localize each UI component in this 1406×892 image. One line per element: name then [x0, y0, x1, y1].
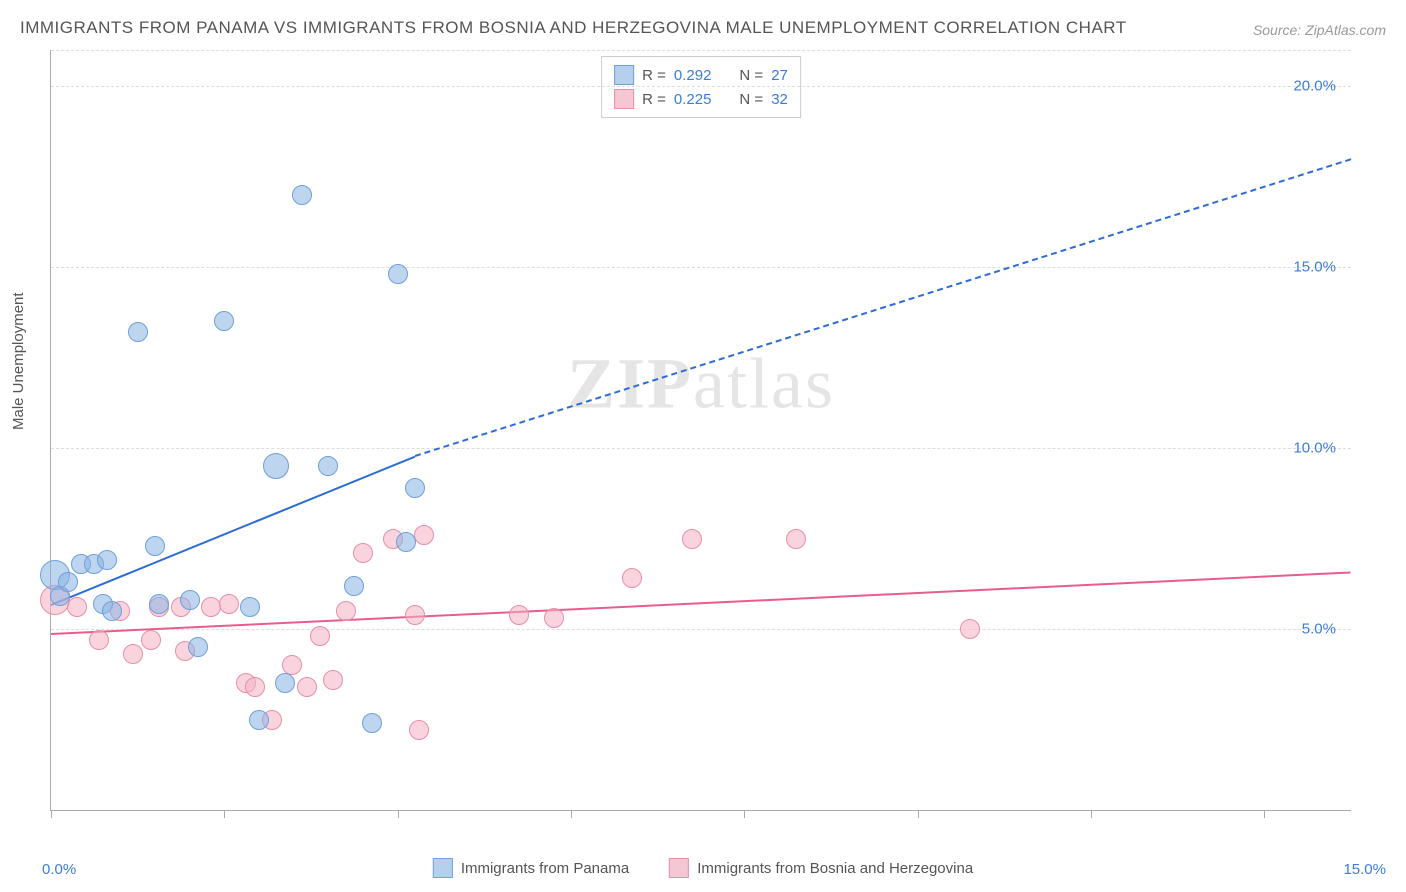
source-attribution: Source: ZipAtlas.com	[1253, 22, 1386, 38]
legend-stats-row-panama: R = 0.292 N = 27	[614, 63, 788, 87]
x-tick-label-max: 15.0%	[1343, 861, 1386, 878]
data-point	[622, 568, 642, 588]
x-tick	[1264, 810, 1265, 818]
data-point	[275, 673, 295, 693]
r-label: R =	[642, 91, 666, 108]
data-point	[245, 677, 265, 697]
data-point	[102, 601, 122, 621]
watermark: ZIPatlas	[567, 343, 835, 426]
y-tick-label: 15.0%	[1293, 259, 1336, 276]
data-point	[682, 529, 702, 549]
data-point	[336, 601, 356, 621]
data-point	[310, 626, 330, 646]
legend-item-bosnia: Immigrants from Bosnia and Herzegovina	[669, 858, 973, 878]
x-tick	[51, 810, 52, 818]
data-point	[240, 597, 260, 617]
x-tick	[571, 810, 572, 818]
data-point	[405, 478, 425, 498]
data-point	[344, 576, 364, 596]
gridline	[51, 267, 1351, 268]
data-point	[960, 619, 980, 639]
n-label: N =	[739, 91, 763, 108]
data-point	[188, 637, 208, 657]
data-point	[414, 525, 434, 545]
x-tick	[1091, 810, 1092, 818]
data-point	[89, 630, 109, 650]
data-point	[219, 594, 239, 614]
n-label: N =	[739, 67, 763, 84]
data-point	[544, 608, 564, 628]
data-point	[67, 597, 87, 617]
data-point	[263, 453, 289, 479]
plot-area: R = 0.292 N = 27 R = 0.225 N = 32 ZIPatl…	[50, 50, 1351, 811]
data-point	[405, 605, 425, 625]
data-point	[409, 720, 429, 740]
gridline	[51, 86, 1351, 87]
data-point	[145, 536, 165, 556]
x-tick	[918, 810, 919, 818]
x-tick	[398, 810, 399, 818]
swatch-bosnia-icon	[614, 89, 634, 109]
x-tick	[224, 810, 225, 818]
data-point	[786, 529, 806, 549]
data-point	[180, 590, 200, 610]
data-point	[97, 550, 117, 570]
gridline	[51, 448, 1351, 449]
chart-title: IMMIGRANTS FROM PANAMA VS IMMIGRANTS FRO…	[20, 18, 1127, 38]
y-tick-label: 10.0%	[1293, 440, 1336, 457]
legend-label-panama: Immigrants from Panama	[461, 860, 629, 877]
x-tick-label-min: 0.0%	[42, 861, 76, 878]
data-point	[58, 572, 78, 592]
data-point	[362, 713, 382, 733]
data-point	[292, 185, 312, 205]
legend-label-bosnia: Immigrants from Bosnia and Herzegovina	[697, 860, 973, 877]
n-value-panama: 27	[771, 67, 788, 84]
data-point	[123, 644, 143, 664]
data-point	[282, 655, 302, 675]
data-point	[323, 670, 343, 690]
legend-stats-row-bosnia: R = 0.225 N = 32	[614, 87, 788, 111]
data-point	[353, 543, 373, 563]
legend-series: Immigrants from Panama Immigrants from B…	[433, 858, 973, 878]
data-point	[249, 710, 269, 730]
gridline	[51, 629, 1351, 630]
data-point	[318, 456, 338, 476]
n-value-bosnia: 32	[771, 91, 788, 108]
data-point	[141, 630, 161, 650]
swatch-panama-icon	[433, 858, 453, 878]
data-point	[214, 311, 234, 331]
data-point	[128, 322, 148, 342]
y-tick-label: 20.0%	[1293, 78, 1336, 95]
y-axis-label: Male Unemployment	[10, 292, 27, 430]
trend-line	[415, 159, 1352, 458]
gridline	[51, 50, 1351, 51]
data-point	[149, 594, 169, 614]
legend-item-panama: Immigrants from Panama	[433, 858, 629, 878]
swatch-bosnia-icon	[669, 858, 689, 878]
data-point	[388, 264, 408, 284]
r-label: R =	[642, 67, 666, 84]
swatch-panama-icon	[614, 65, 634, 85]
y-tick-label: 5.0%	[1302, 621, 1336, 638]
x-tick	[744, 810, 745, 818]
data-point	[297, 677, 317, 697]
data-point	[509, 605, 529, 625]
r-value-panama: 0.292	[674, 67, 712, 84]
r-value-bosnia: 0.225	[674, 91, 712, 108]
data-point	[396, 532, 416, 552]
